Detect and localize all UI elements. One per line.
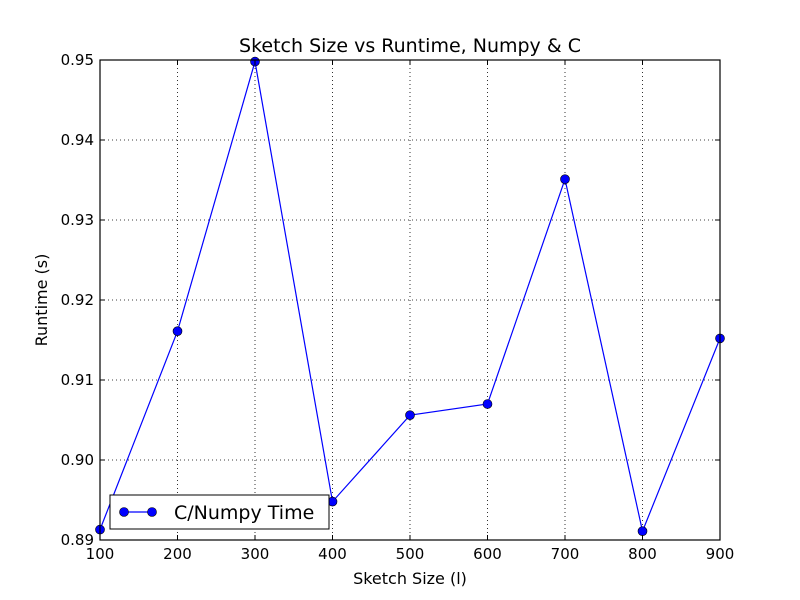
y-tick-label: 0.92 (61, 291, 94, 309)
x-tick-label: 100 (86, 545, 115, 563)
legend-marker (119, 507, 129, 517)
data-point (637, 526, 648, 537)
y-tick-label: 0.89 (61, 531, 94, 549)
y-tick-label: 0.94 (61, 131, 94, 149)
x-tick-label: 400 (318, 545, 347, 563)
x-tick-label: 700 (551, 545, 580, 563)
x-tick-label: 300 (241, 545, 270, 563)
x-tick-label: 900 (706, 545, 735, 563)
chart-title: Sketch Size vs Runtime, Numpy & C (239, 35, 581, 57)
x-axis-label: Sketch Size (l) (353, 569, 467, 588)
ticks: 100 200 300 400 500 600 700 800 900 0.89 0.90 0.91 0… (61, 51, 735, 563)
data-point (405, 410, 415, 421)
legend-marker (147, 507, 157, 517)
data-point (482, 399, 493, 409)
legend-label: C/Numpy Time (174, 502, 314, 524)
y-axis-label: Runtime (s) (32, 254, 51, 347)
y-tick-label: 0.91 (61, 371, 94, 389)
x-tick-label: 200 (163, 545, 192, 563)
grid (100, 60, 720, 540)
data-point (560, 174, 570, 184)
series-layer (95, 56, 725, 537)
x-tick-label: 800 (628, 545, 657, 563)
legend: C/Numpy Time (109, 494, 330, 530)
y-tick-label: 0.95 (61, 51, 94, 69)
y-tick-label: 0.93 (61, 211, 94, 229)
x-tick-label: 600 (473, 545, 502, 563)
data-point (172, 326, 183, 337)
x-tick-label: 500 (396, 545, 425, 563)
y-tick-label: 0.90 (61, 451, 94, 469)
